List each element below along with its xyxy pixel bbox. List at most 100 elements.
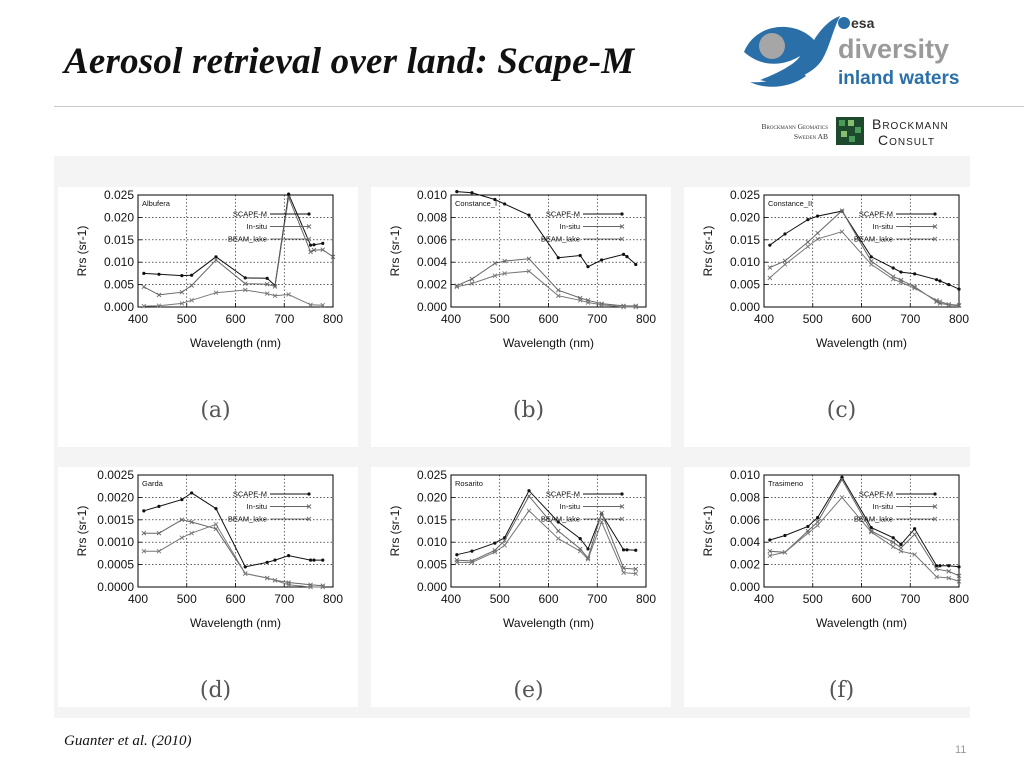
legend-label: SCAPE-M [233, 210, 267, 219]
x-tick-label: 400 [128, 592, 148, 606]
data-point [782, 258, 788, 264]
site-label: Trasimeno [768, 479, 803, 488]
data-point [783, 533, 787, 538]
x-tick-label: 700 [587, 312, 607, 326]
data-point [213, 521, 219, 527]
y-tick-label: 0.010 [417, 535, 447, 549]
data-point [502, 271, 507, 276]
data-point [469, 560, 475, 565]
data-point [141, 284, 147, 290]
data-point [805, 239, 811, 245]
data-point [470, 191, 474, 195]
bird-fish-icon [744, 16, 840, 87]
data-point [157, 272, 161, 276]
y-axis-label: Rrs (sr-1) [388, 226, 402, 277]
data-point [934, 297, 939, 303]
y-tick-label: 0.006 [417, 233, 447, 247]
data-point [179, 289, 185, 295]
data-point [527, 213, 531, 217]
x-tick-label: 800 [636, 592, 656, 606]
legend-marker [306, 516, 312, 522]
data-point [526, 493, 532, 499]
data-point [213, 290, 219, 295]
data-point [312, 243, 316, 247]
site-label: Constance_I [455, 199, 497, 208]
x-tick-label: 600 [851, 312, 871, 326]
y-tick-label: 0.020 [417, 490, 447, 504]
data-point [308, 558, 313, 562]
x-tick-label: 700 [587, 592, 607, 606]
site-label: Rosarito [455, 479, 483, 488]
data-point [806, 218, 810, 222]
data-point [767, 553, 773, 558]
legend-label: BEAM_lake [854, 515, 893, 524]
data-point [768, 243, 772, 247]
legend-label: BEAM_lake [541, 515, 580, 524]
x-tick-label: 500 [490, 312, 510, 326]
legend-label: SCAPE-M [546, 210, 580, 219]
x-axis-label: Wavelength (nm) [816, 616, 907, 630]
data-point [243, 276, 247, 280]
panel-label: (d) [200, 678, 231, 703]
data-point [868, 262, 874, 267]
data-point [815, 236, 820, 242]
data-point [815, 230, 820, 236]
data-point [502, 258, 507, 264]
x-tick-label: 600 [225, 312, 245, 326]
data-point [189, 519, 194, 525]
brockmann-geomatics-text: Brockmann Geomatics [762, 122, 829, 131]
data-point [287, 554, 291, 558]
data-point [625, 255, 629, 259]
data-point [141, 548, 147, 554]
x-tick-label: 400 [441, 312, 461, 326]
data-point [469, 281, 475, 286]
brockmann-text: Brockmann [872, 116, 949, 132]
legend-label: In-situ [873, 222, 893, 231]
chart-4: 400 500 600 700 800 0.0000 0.0005 0.0010 0.0015 0… [58, 467, 358, 707]
data-point [782, 262, 788, 267]
y-tick-label: 0.0010 [97, 535, 134, 549]
data-point [957, 287, 961, 291]
data-point [320, 584, 326, 590]
data-point [816, 515, 820, 520]
site-label: Constance_II [768, 199, 812, 208]
data-point [891, 266, 895, 270]
y-tick-label: 0.000 [417, 300, 447, 314]
data-point [454, 284, 460, 290]
x-tick-label: 700 [274, 592, 294, 606]
legend-label: In-situ [247, 222, 267, 231]
consult-text: Consult [878, 132, 935, 148]
data-point [633, 304, 639, 310]
data-point [214, 255, 218, 259]
data-point [156, 548, 162, 554]
sweden-ab-text: Sweden AB [794, 132, 828, 141]
data-point [180, 274, 184, 278]
y-axis-label: Rrs (sr-1) [75, 506, 89, 557]
data-point [937, 299, 943, 304]
data-point [455, 553, 459, 557]
x-tick-label: 800 [323, 592, 343, 606]
data-point [189, 530, 194, 536]
y-tick-label: 0.008 [417, 210, 447, 224]
data-point [556, 256, 560, 260]
data-point [189, 283, 194, 288]
x-axis-label: Wavelength (nm) [190, 616, 281, 630]
data-point [599, 519, 604, 525]
data-point [555, 528, 561, 534]
data-point [599, 510, 604, 516]
data-point [502, 538, 507, 543]
data-point [767, 275, 773, 281]
inland-waters-text: inland waters [838, 68, 959, 89]
title-divider [54, 106, 1024, 107]
x-axis-label: Wavelength (nm) [190, 336, 281, 350]
data-point [585, 300, 591, 305]
data-point [585, 556, 591, 562]
data-point [869, 526, 873, 530]
data-point [913, 272, 917, 276]
data-point [492, 549, 498, 555]
y-tick-label: 0.010 [730, 255, 760, 269]
data-point [503, 202, 507, 206]
data-point [816, 214, 820, 218]
y-tick-label: 0.010 [417, 188, 447, 202]
legend-label: SCAPE-M [546, 490, 580, 499]
